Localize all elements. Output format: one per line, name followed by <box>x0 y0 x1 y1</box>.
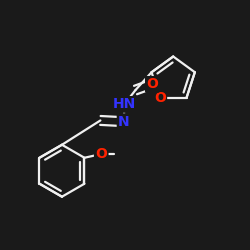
Text: O: O <box>95 147 107 161</box>
Text: O: O <box>154 91 166 105</box>
Text: O: O <box>146 77 158 91</box>
Text: HN: HN <box>113 97 136 111</box>
Text: N: N <box>118 115 130 129</box>
